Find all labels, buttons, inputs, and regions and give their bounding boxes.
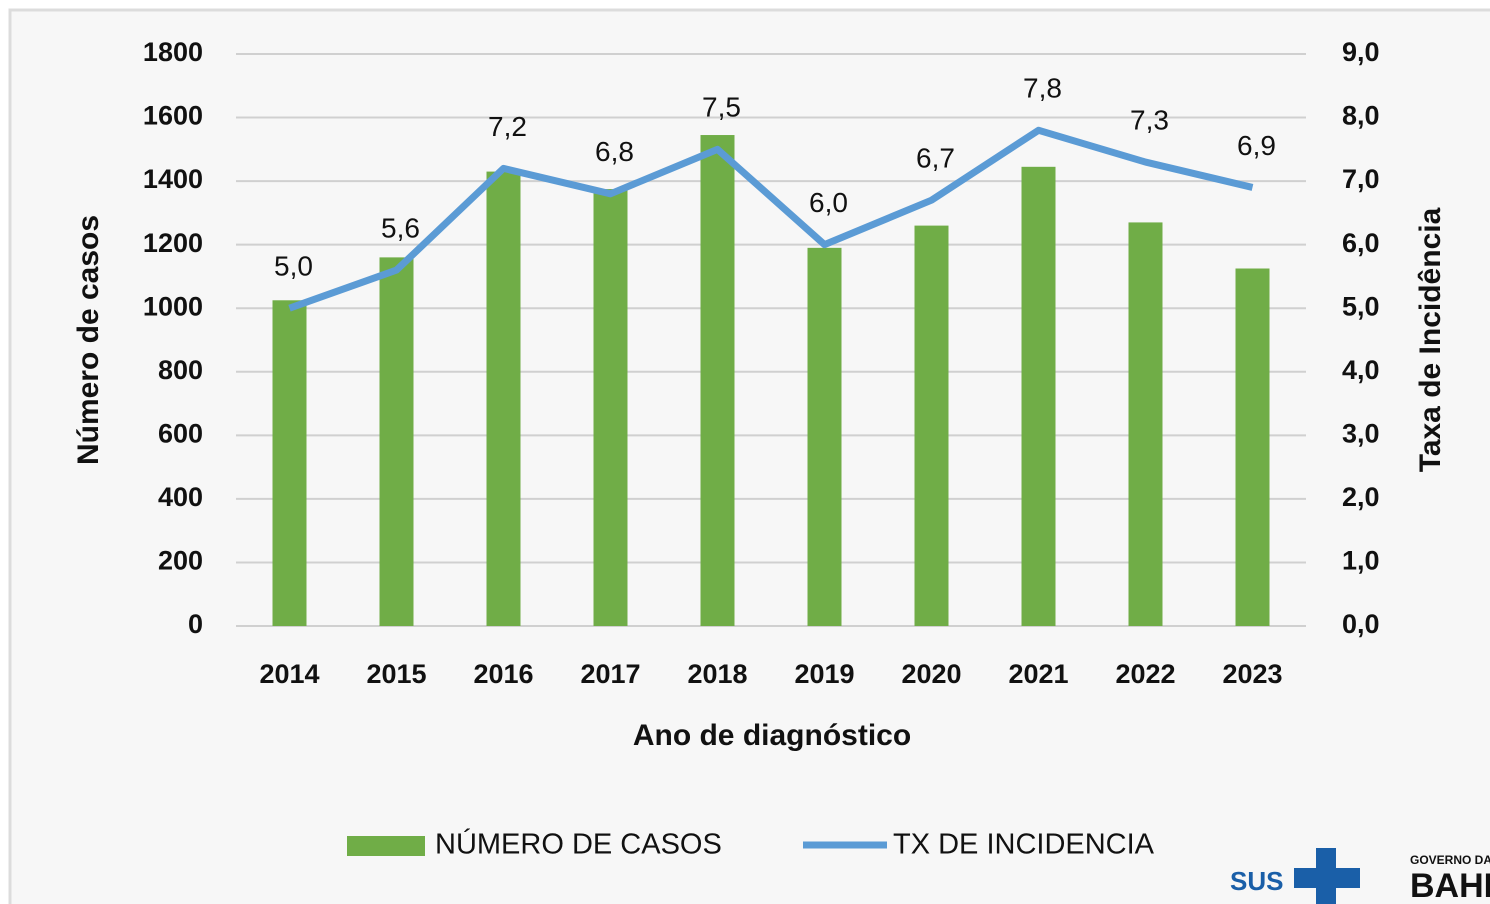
y2-tick-label: 7,0 bbox=[1342, 164, 1380, 194]
x-tick-label: 2014 bbox=[259, 659, 319, 689]
y2-tick-label: 0,0 bbox=[1342, 609, 1380, 639]
y2-tick-label: 1,0 bbox=[1342, 546, 1380, 576]
logo: SUS GOVERNO DA BAHIA bbox=[1230, 848, 1490, 904]
bar bbox=[486, 171, 521, 627]
data-label: 7,3 bbox=[1130, 104, 1169, 135]
data-label: 7,5 bbox=[702, 92, 741, 123]
bar bbox=[1128, 222, 1163, 626]
bar bbox=[807, 247, 842, 626]
data-label: 6,9 bbox=[1237, 130, 1276, 161]
y2-tick-label: 3,0 bbox=[1342, 418, 1380, 448]
x-tick-label: 2018 bbox=[687, 659, 747, 689]
y-tick-label: 1200 bbox=[143, 228, 203, 258]
y2-tick-label: 9,0 bbox=[1342, 37, 1380, 67]
data-label: 7,2 bbox=[488, 111, 527, 142]
logo-text: SUS bbox=[1230, 866, 1283, 896]
x-tick-label: 2015 bbox=[366, 659, 426, 689]
y-tick-label: 400 bbox=[158, 482, 203, 512]
x-axis-label: Ano de diagnóstico bbox=[633, 719, 911, 752]
y-tick-label: 600 bbox=[158, 418, 203, 448]
y-tick-label: 1000 bbox=[143, 291, 203, 321]
data-label: 5,0 bbox=[274, 251, 313, 282]
y2-tick-label: 4,0 bbox=[1342, 355, 1380, 385]
y2-axis-label: Taxa de Incidência bbox=[1414, 207, 1447, 472]
logo-text: BAHIA bbox=[1410, 867, 1490, 904]
data-label: 6,7 bbox=[916, 143, 955, 174]
logo-text: GOVERNO DA bbox=[1410, 853, 1490, 867]
y2-tick-label: 2,0 bbox=[1342, 482, 1380, 512]
legend-label: NÚMERO DE CASOS bbox=[435, 828, 722, 861]
data-label: 5,6 bbox=[381, 212, 420, 243]
logo-shape bbox=[1294, 868, 1360, 888]
data-label: 6,0 bbox=[809, 187, 848, 218]
y-tick-label: 1400 bbox=[143, 164, 203, 194]
y-axis-label: Número de casos bbox=[72, 215, 105, 465]
y-tick-label: 800 bbox=[158, 355, 203, 385]
x-tick-label: 2022 bbox=[1115, 659, 1175, 689]
x-tick-label: 2021 bbox=[1008, 659, 1068, 689]
x-tick-label: 2019 bbox=[794, 659, 854, 689]
y-tick-label: 1600 bbox=[143, 101, 203, 131]
x-tick-label: 2020 bbox=[901, 659, 961, 689]
bar bbox=[272, 300, 307, 626]
y-tick-label: 1800 bbox=[143, 37, 203, 67]
legend-label: TX DE INCIDENCIA bbox=[893, 829, 1155, 861]
x-tick-label: 2016 bbox=[473, 659, 533, 689]
legend-swatch bbox=[347, 836, 425, 856]
data-label: 6,8 bbox=[595, 136, 634, 167]
bar bbox=[379, 257, 414, 626]
bar bbox=[914, 225, 949, 626]
bar bbox=[700, 135, 735, 627]
y-tick-label: 200 bbox=[158, 546, 203, 576]
bar bbox=[1235, 268, 1270, 626]
y2-tick-label: 6,0 bbox=[1342, 228, 1380, 258]
y-tick-label: 0 bbox=[188, 609, 203, 639]
bar bbox=[593, 189, 628, 627]
y2-tick-label: 8,0 bbox=[1342, 101, 1380, 131]
line bbox=[288, 126, 1254, 312]
x-tick-label: 2023 bbox=[1222, 659, 1282, 689]
data-label: 7,8 bbox=[1023, 73, 1062, 104]
bar bbox=[1021, 166, 1056, 627]
x-tick-label: 2017 bbox=[580, 659, 640, 689]
y2-tick-label: 5,0 bbox=[1342, 291, 1380, 321]
